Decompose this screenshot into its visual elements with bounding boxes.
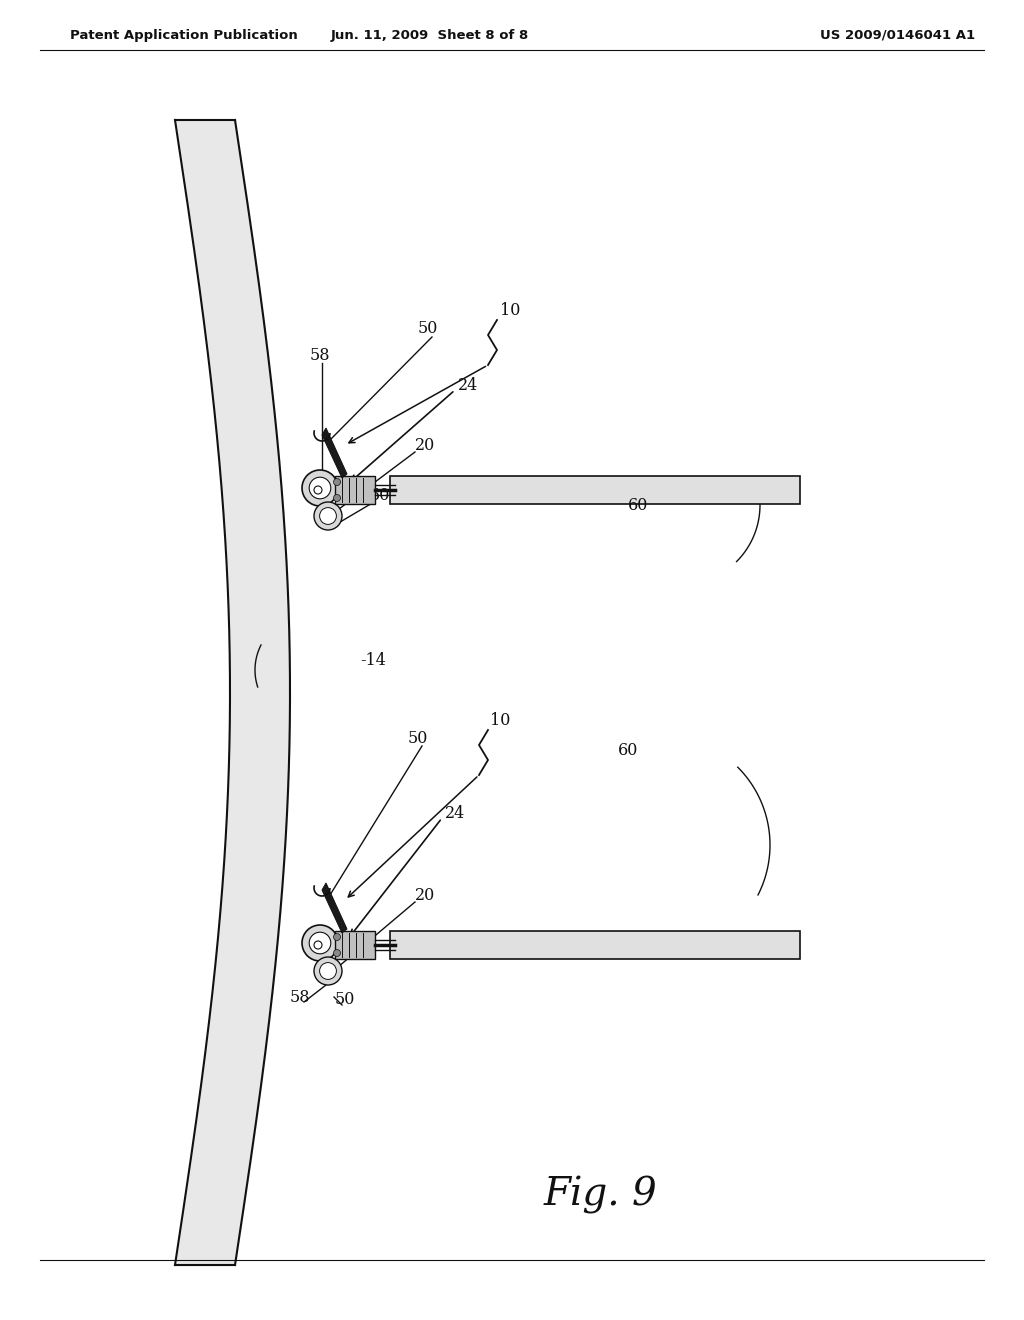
- Text: 24: 24: [458, 378, 478, 393]
- Polygon shape: [322, 428, 347, 478]
- Text: 50: 50: [370, 487, 390, 504]
- Circle shape: [314, 502, 342, 531]
- Text: 50: 50: [335, 991, 355, 1008]
- Text: 60: 60: [628, 498, 648, 513]
- Circle shape: [302, 470, 338, 506]
- Circle shape: [334, 479, 341, 486]
- Polygon shape: [390, 931, 800, 960]
- Text: Fig. 9: Fig. 9: [543, 1176, 656, 1214]
- Polygon shape: [335, 477, 375, 504]
- Circle shape: [319, 508, 337, 524]
- Text: -14: -14: [360, 652, 386, 669]
- Text: 58: 58: [310, 347, 331, 364]
- Text: US 2009/0146041 A1: US 2009/0146041 A1: [820, 29, 975, 41]
- Text: 20: 20: [415, 437, 435, 454]
- Circle shape: [314, 941, 322, 949]
- Circle shape: [314, 957, 342, 985]
- Text: 50: 50: [418, 319, 438, 337]
- Polygon shape: [335, 931, 375, 960]
- Text: 10: 10: [490, 711, 510, 729]
- Text: 50: 50: [408, 730, 428, 747]
- Circle shape: [302, 925, 338, 961]
- Circle shape: [319, 962, 337, 979]
- Text: 60: 60: [618, 742, 638, 759]
- Text: 24: 24: [445, 805, 465, 822]
- Circle shape: [334, 495, 341, 502]
- Circle shape: [334, 949, 341, 957]
- Circle shape: [309, 478, 331, 499]
- Text: 20: 20: [415, 887, 435, 904]
- Text: 58: 58: [290, 989, 310, 1006]
- Polygon shape: [322, 883, 347, 933]
- Text: 10: 10: [500, 302, 520, 319]
- Text: Jun. 11, 2009  Sheet 8 of 8: Jun. 11, 2009 Sheet 8 of 8: [331, 29, 529, 41]
- Polygon shape: [390, 477, 800, 504]
- Circle shape: [309, 932, 331, 954]
- Circle shape: [334, 933, 341, 940]
- Text: Patent Application Publication: Patent Application Publication: [70, 29, 298, 41]
- Circle shape: [314, 486, 322, 494]
